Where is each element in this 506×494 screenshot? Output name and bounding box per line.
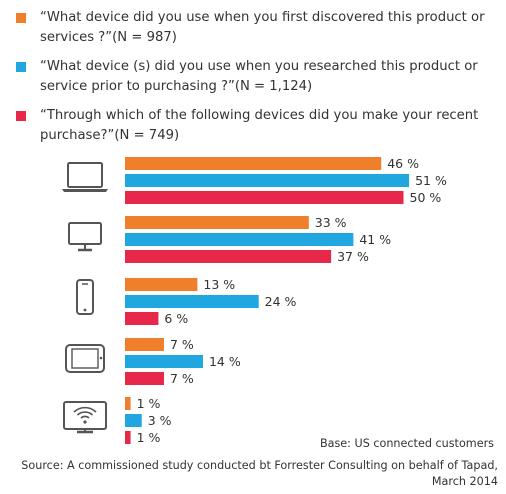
bar-value-label: 1 % <box>137 396 161 411</box>
bar-tablet-series-1 <box>125 338 164 351</box>
base-note: Base: US connected customers <box>319 437 494 450</box>
bar-tablet-series-2 <box>125 355 203 368</box>
legend-swatch-orange <box>16 13 26 23</box>
bar-connected-tv-series-3 <box>125 431 131 444</box>
bar-tablet-series-3 <box>125 372 164 385</box>
legend-label: “What device did you use when you first … <box>40 10 485 45</box>
bar-laptop-series-2 <box>125 174 410 187</box>
bar-laptop-series-1 <box>125 157 382 170</box>
connected-tv-icon <box>63 401 107 434</box>
bar-smartphone-series-2 <box>125 295 259 308</box>
tablet-icon <box>65 344 105 373</box>
bar-value-label: 37 % <box>337 249 369 264</box>
bar-value-label: 24 % <box>265 294 297 309</box>
bar-value-label: 7 % <box>170 371 194 386</box>
smartphone-icon <box>76 279 94 315</box>
bar-connected-tv-series-2 <box>125 414 142 427</box>
legend-swatch-blue <box>16 62 26 72</box>
bar-value-label: 7 % <box>170 337 194 352</box>
legend-item-researched: “What device (s) did you use when you re… <box>10 57 500 96</box>
bar-smartphone-series-3 <box>125 312 159 325</box>
bar-value-label: 46 % <box>387 156 419 171</box>
legend: “What device did you use when you first … <box>10 8 500 155</box>
legend-label: “Through which of the following devices … <box>40 108 479 143</box>
legend-swatch-red <box>16 111 26 121</box>
bar-desktop-monitor-series-2 <box>125 233 354 246</box>
bar-connected-tv-series-1 <box>125 397 131 410</box>
bar-smartphone-series-1 <box>125 278 198 291</box>
bar-value-label: 3 % <box>148 413 172 428</box>
bar-desktop-monitor-series-1 <box>125 216 309 229</box>
bar-value-label: 33 % <box>315 215 347 230</box>
bar-value-label: 14 % <box>209 354 241 369</box>
laptop-icon <box>62 162 108 192</box>
bar-laptop-series-3 <box>125 191 404 204</box>
source-note: Source: A commissioned study conducted b… <box>21 459 498 488</box>
bar-value-label: 51 % <box>415 173 447 188</box>
bar-value-label: 6 % <box>164 311 188 326</box>
legend-label: “What device (s) did you use when you re… <box>40 59 478 94</box>
bar-value-label: 1 % <box>137 430 161 445</box>
legend-item-discovered: “What device did you use when you first … <box>10 8 500 47</box>
bar-desktop-monitor-series-3 <box>125 250 332 263</box>
legend-item-purchased: “Through which of the following devices … <box>10 106 500 145</box>
bar-value-label: 13 % <box>203 277 235 292</box>
bar-value-label: 41 % <box>359 232 391 247</box>
desktop-monitor-icon <box>68 222 102 252</box>
bar-value-label: 50 % <box>410 190 442 205</box>
